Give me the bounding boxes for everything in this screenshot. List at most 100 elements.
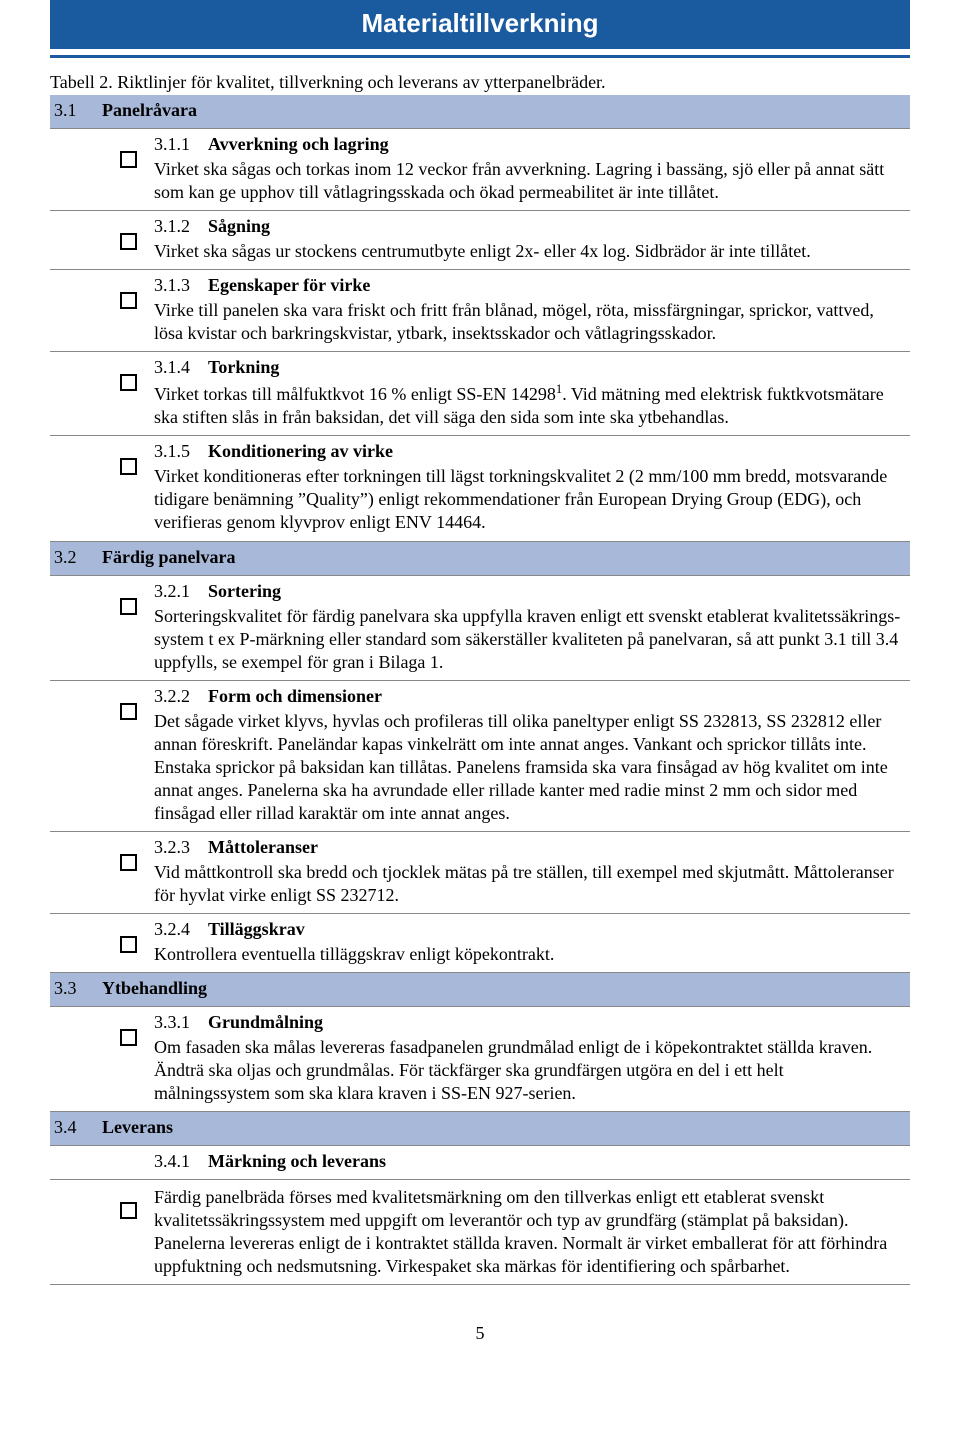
title-underline	[50, 55, 910, 58]
row-check	[102, 211, 154, 270]
sub-heading-title: Grundmålning	[208, 1012, 323, 1032]
row-num-empty	[50, 913, 102, 972]
row-num-empty	[50, 270, 102, 352]
sub-body: Virket ska sågas ur stockens centrumutby…	[154, 240, 904, 263]
table-row: 3.4.1Märkning och leverans	[50, 1146, 910, 1180]
sub-heading-number: 3.3.1	[154, 1011, 208, 1034]
table-row: 3.2.4TilläggskravKontrollera eventuella …	[50, 913, 910, 972]
row-content: 3.2.4TilläggskravKontrollera eventuella …	[154, 913, 910, 972]
section-row: 3.3Ytbehandling	[50, 973, 910, 1007]
row-content: 3.1.1Avverkning och lagringVirket ska så…	[154, 129, 910, 211]
section-title: Panelråvara	[102, 95, 910, 129]
sub-body: Virket torkas till målfuktkvot 16 % enli…	[154, 381, 904, 429]
row-num-empty	[50, 211, 102, 270]
table-row: 3.1.4TorkningVirket torkas till målfuktk…	[50, 352, 910, 436]
row-content: Färdig panelbräda förses med kvalitetsmä…	[154, 1180, 910, 1285]
section-title: Leverans	[102, 1112, 910, 1146]
row-check	[102, 831, 154, 913]
row-check	[102, 129, 154, 211]
checkbox-icon[interactable]	[120, 458, 137, 475]
sub-heading-title: Torkning	[208, 357, 279, 377]
checkbox-icon[interactable]	[120, 854, 137, 871]
sub-heading-title: Sortering	[208, 581, 281, 601]
table-row: 3.2.2Form och dimensionerDet sågade virk…	[50, 680, 910, 831]
sub-heading-title: Form och dimensioner	[208, 686, 382, 706]
sub-heading: 3.1.2Sågning	[154, 215, 904, 238]
row-num-empty	[50, 352, 102, 436]
sub-body: Sorteringskvalitet för färdig panelvara …	[154, 605, 904, 674]
sub-body: Om fasaden ska målas levereras fasadpane…	[154, 1036, 904, 1105]
row-num-empty	[50, 575, 102, 680]
sub-heading: 3.2.2Form och dimensioner	[154, 685, 904, 708]
row-content: 3.1.2SågningVirket ska sågas ur stockens…	[154, 211, 910, 270]
sub-heading: 3.3.1Grundmålning	[154, 1011, 904, 1034]
footnote-ref: 1	[556, 382, 562, 396]
sub-heading-number: 3.2.4	[154, 918, 208, 941]
section-title: Ytbehandling	[102, 973, 910, 1007]
section-row: 3.4Leverans	[50, 1112, 910, 1146]
checkbox-icon[interactable]	[120, 703, 137, 720]
table-row: 3.3.1GrundmålningOm fasaden ska målas le…	[50, 1007, 910, 1112]
row-check	[102, 913, 154, 972]
sub-heading-title: Sågning	[208, 216, 270, 236]
row-num-empty	[50, 831, 102, 913]
sub-heading-number: 3.1.2	[154, 215, 208, 238]
sub-heading-number: 3.1.5	[154, 440, 208, 463]
row-content: 3.2.1SorteringSorteringskvalitet för fär…	[154, 575, 910, 680]
table-row: 3.1.1Avverkning och lagringVirket ska så…	[50, 129, 910, 211]
checkbox-icon[interactable]	[120, 1029, 137, 1046]
checkbox-icon[interactable]	[120, 936, 137, 953]
sub-heading-title: Tilläggskrav	[208, 919, 305, 939]
section-number: 3.4	[50, 1112, 102, 1146]
row-num-empty	[50, 436, 102, 541]
sub-body: Kontrollera eventuella tilläggskrav enli…	[154, 943, 904, 966]
sub-heading-number: 3.2.1	[154, 580, 208, 603]
table-row: 3.1.5Konditionering av virkeVirket kondi…	[50, 436, 910, 541]
sub-heading-title: Konditionering av virke	[208, 441, 393, 461]
section-title: Färdig panelvara	[102, 541, 910, 575]
table-caption: Tabell 2. Riktlinjer för kvalitet, tillv…	[50, 72, 910, 93]
sub-heading-number: 3.1.1	[154, 133, 208, 156]
checkbox-icon[interactable]	[120, 1202, 137, 1219]
section-number: 3.2	[50, 541, 102, 575]
table-row: 3.1.2SågningVirket ska sågas ur stockens…	[50, 211, 910, 270]
row-num-empty	[50, 1007, 102, 1112]
checkbox-icon[interactable]	[120, 598, 137, 615]
row-check	[102, 575, 154, 680]
row-num-empty	[50, 680, 102, 831]
page: Materialtillverkning Tabell 2. Riktlinje…	[0, 0, 960, 1384]
sub-heading: 3.2.4Tilläggskrav	[154, 918, 904, 941]
row-check-empty	[102, 1146, 154, 1180]
sub-body: Vid måttkontroll ska bredd och tjocklek …	[154, 861, 904, 907]
table-row: 3.2.1SorteringSorteringskvalitet för fär…	[50, 575, 910, 680]
row-check	[102, 352, 154, 436]
page-title: Materialtillverkning	[362, 8, 599, 38]
table-row: 3.1.3Egenskaper för virkeVirke till pane…	[50, 270, 910, 352]
section-row: 3.1Panelråvara	[50, 95, 910, 129]
row-check	[102, 1180, 154, 1285]
sub-heading-title: Måttoleranser	[208, 837, 318, 857]
sub-heading-number: 3.4.1	[154, 1150, 208, 1173]
sub-heading: 3.1.4Torkning	[154, 356, 904, 379]
row-content: 3.1.4TorkningVirket torkas till målfuktk…	[154, 352, 910, 436]
row-check	[102, 1007, 154, 1112]
sub-body: Virket konditioneras efter torkningen ti…	[154, 465, 904, 534]
row-check	[102, 436, 154, 541]
sub-heading-number: 3.1.4	[154, 356, 208, 379]
sub-heading: 3.4.1Märkning och leverans	[154, 1150, 904, 1173]
sub-heading-number: 3.1.3	[154, 274, 208, 297]
sub-heading: 3.1.5Konditionering av virke	[154, 440, 904, 463]
checkbox-icon[interactable]	[120, 374, 137, 391]
checkbox-icon[interactable]	[120, 151, 137, 168]
checkbox-icon[interactable]	[120, 233, 137, 250]
sub-heading: 3.2.1Sortering	[154, 580, 904, 603]
sub-body: Det sågade virket klyvs, hyvlas och prof…	[154, 710, 904, 825]
sub-body: Virket ska sågas och torkas inom 12 veck…	[154, 158, 904, 204]
sub-heading-number: 3.2.2	[154, 685, 208, 708]
row-num-empty	[50, 1180, 102, 1285]
sub-heading-number: 3.2.3	[154, 836, 208, 859]
row-content: 3.1.3Egenskaper för virkeVirke till pane…	[154, 270, 910, 352]
sub-heading: 3.1.3Egenskaper för virke	[154, 274, 904, 297]
row-content: 3.4.1Märkning och leverans	[154, 1146, 910, 1180]
checkbox-icon[interactable]	[120, 292, 137, 309]
